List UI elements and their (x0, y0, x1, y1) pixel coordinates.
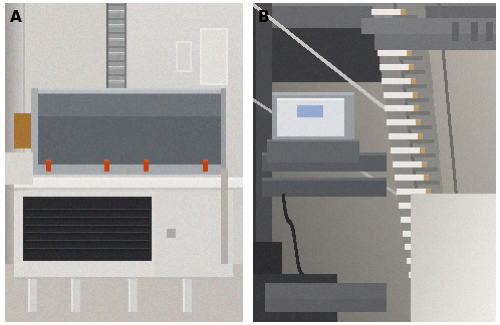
Text: B: B (258, 10, 269, 25)
Text: A: A (10, 10, 22, 25)
